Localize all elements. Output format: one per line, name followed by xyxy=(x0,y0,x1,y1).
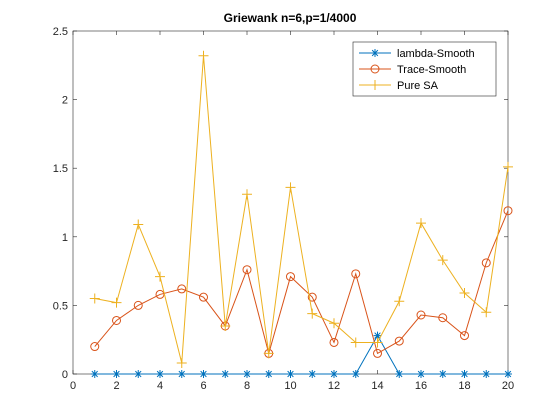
series-trace-smooth xyxy=(90,206,513,358)
x-tick-label: 0 xyxy=(70,380,76,392)
data-point-trace-smooth xyxy=(199,292,208,302)
data-point-trace-smooth xyxy=(416,310,426,320)
legend-label-pure-sa: Pure SA xyxy=(397,80,439,92)
data-point-trace-smooth xyxy=(286,272,295,282)
data-point-pure-sa xyxy=(111,297,122,308)
data-point-lambda-smooth xyxy=(351,370,360,378)
data-point-trace-smooth xyxy=(90,342,100,352)
data-point-lambda-smooth xyxy=(373,331,382,340)
data-point-trace-smooth xyxy=(438,313,448,323)
data-point-lambda-smooth xyxy=(330,370,338,378)
data-point-trace-smooth xyxy=(307,292,317,302)
data-point-pure-sa xyxy=(198,50,209,61)
y-tick-label: 0.5 xyxy=(53,300,68,312)
data-point-lambda-smooth xyxy=(286,370,295,378)
x-tick-label: 4 xyxy=(157,380,163,392)
legend-label-trace-smooth: Trace-Smooth xyxy=(397,64,466,76)
x-tick-label: 12 xyxy=(328,380,340,392)
data-point-pure-sa xyxy=(329,318,339,329)
data-point-trace-smooth xyxy=(351,269,361,279)
x-tick-label: 8 xyxy=(244,380,250,392)
data-point-lambda-smooth xyxy=(199,370,208,378)
y-tick-label: 0 xyxy=(62,369,68,381)
data-point-pure-sa xyxy=(459,288,470,299)
data-point-pure-sa xyxy=(155,271,165,282)
data-point-pure-sa xyxy=(242,189,252,200)
y-tick-label: 2.5 xyxy=(53,26,68,38)
x-tick-label: 18 xyxy=(458,380,470,392)
y-tick-label: 1 xyxy=(62,232,68,244)
series-line-pure-sa xyxy=(94,55,509,364)
legend-label-lambda-smooth: lambda-Smooth xyxy=(397,48,475,60)
data-point-pure-sa xyxy=(437,255,448,266)
legend-marker-trace-smooth xyxy=(370,64,380,74)
data-point-pure-sa xyxy=(481,307,492,318)
data-point-lambda-smooth xyxy=(504,370,512,378)
data-point-lambda-smooth xyxy=(438,370,447,378)
data-point-pure-sa xyxy=(133,219,144,230)
data-point-pure-sa xyxy=(394,296,405,307)
data-point-lambda-smooth xyxy=(134,370,143,378)
data-point-trace-smooth xyxy=(481,258,491,268)
data-point-pure-sa xyxy=(89,293,100,304)
data-point-pure-sa xyxy=(220,320,231,331)
series-layer xyxy=(89,50,513,378)
x-tick-label: 10 xyxy=(284,380,296,392)
data-point-trace-smooth xyxy=(373,348,382,358)
data-point-trace-smooth xyxy=(242,265,252,275)
data-point-pure-sa xyxy=(307,308,318,319)
data-point-lambda-smooth xyxy=(264,370,273,378)
data-point-lambda-smooth xyxy=(482,370,491,378)
x-tick-label: 20 xyxy=(502,380,514,392)
x-tick-label: 14 xyxy=(371,380,383,392)
y-tick-label: 2 xyxy=(62,95,68,107)
data-point-lambda-smooth xyxy=(417,370,425,378)
data-point-trace-smooth xyxy=(133,300,143,310)
x-tick-label: 16 xyxy=(415,380,427,392)
data-point-trace-smooth xyxy=(177,284,187,294)
data-point-trace-smooth xyxy=(112,315,121,325)
data-point-lambda-smooth xyxy=(395,370,404,378)
data-point-pure-sa xyxy=(285,182,296,193)
data-point-pure-sa xyxy=(263,348,274,359)
data-point-lambda-smooth xyxy=(221,370,230,378)
y-tick-label: 1.5 xyxy=(53,163,68,175)
data-point-pure-sa xyxy=(176,358,187,369)
data-point-pure-sa xyxy=(350,337,361,348)
data-point-pure-sa xyxy=(372,337,383,348)
x-tick-label: 2 xyxy=(113,380,119,392)
data-point-trace-smooth xyxy=(460,331,469,341)
legend: lambda-Smooth Trace-Smooth Pure SA xyxy=(352,41,497,97)
data-point-lambda-smooth xyxy=(112,370,121,378)
legend-marker-lambda-smooth xyxy=(371,49,379,57)
data-point-pure-sa xyxy=(416,218,426,229)
series-lambda-smooth xyxy=(90,331,512,378)
data-point-lambda-smooth xyxy=(243,370,251,378)
data-point-trace-smooth xyxy=(329,337,339,347)
data-point-trace-smooth xyxy=(394,336,404,346)
data-point-lambda-smooth xyxy=(90,370,99,378)
x-tick-label: 6 xyxy=(200,380,206,392)
data-point-lambda-smooth xyxy=(156,370,164,378)
data-point-lambda-smooth xyxy=(308,370,317,378)
chart-title: Griewank n=6,p=1/4000 xyxy=(224,11,357,25)
data-point-pure-sa xyxy=(503,161,513,172)
data-point-lambda-smooth xyxy=(460,370,469,378)
data-point-trace-smooth xyxy=(503,206,513,216)
series-pure-sa xyxy=(89,50,513,369)
legend-marker-pure-sa xyxy=(370,80,380,90)
data-point-lambda-smooth xyxy=(177,370,186,378)
